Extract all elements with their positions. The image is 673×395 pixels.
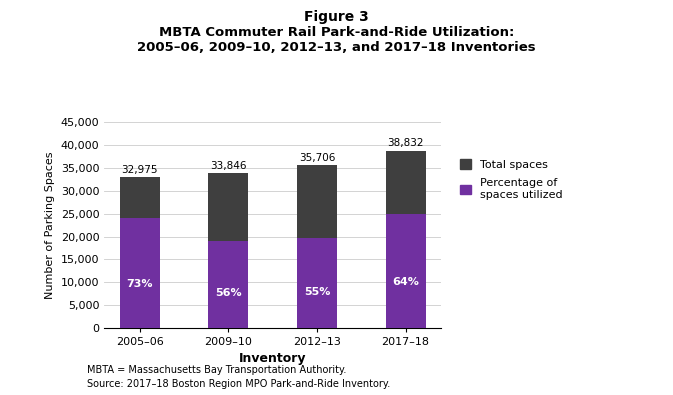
Text: MBTA = Massachusetts Bay Transportation Authority.: MBTA = Massachusetts Bay Transportation … xyxy=(87,365,347,375)
Text: Source: 2017–18 Boston Region MPO Park-and-Ride Inventory.: Source: 2017–18 Boston Region MPO Park-a… xyxy=(87,379,391,389)
Text: 32,975: 32,975 xyxy=(121,165,157,175)
Text: MBTA Commuter Rail Park-and-Ride Utilization:: MBTA Commuter Rail Park-and-Ride Utiliza… xyxy=(159,26,514,39)
Y-axis label: Number of Parking Spaces: Number of Parking Spaces xyxy=(45,151,55,299)
Bar xyxy=(386,214,425,328)
Bar xyxy=(297,165,337,238)
Text: 64%: 64% xyxy=(392,277,419,288)
Legend: Total spaces, Percentage of
spaces utilized: Total spaces, Percentage of spaces utili… xyxy=(460,159,563,200)
Bar xyxy=(120,218,160,328)
Bar xyxy=(208,173,248,241)
Text: 73%: 73% xyxy=(127,279,153,289)
Text: 38,832: 38,832 xyxy=(388,138,424,148)
Text: 33,846: 33,846 xyxy=(210,161,246,171)
Text: Figure 3: Figure 3 xyxy=(304,10,369,24)
Bar xyxy=(386,150,425,214)
Bar xyxy=(208,241,248,328)
X-axis label: Inventory: Inventory xyxy=(239,352,306,365)
Text: 56%: 56% xyxy=(215,288,242,298)
Bar xyxy=(297,238,337,328)
Text: 2005–06, 2009–10, 2012–13, and 2017–18 Inventories: 2005–06, 2009–10, 2012–13, and 2017–18 I… xyxy=(137,41,536,55)
Text: 55%: 55% xyxy=(304,287,330,297)
Text: 35,706: 35,706 xyxy=(299,152,335,163)
Bar xyxy=(120,177,160,218)
